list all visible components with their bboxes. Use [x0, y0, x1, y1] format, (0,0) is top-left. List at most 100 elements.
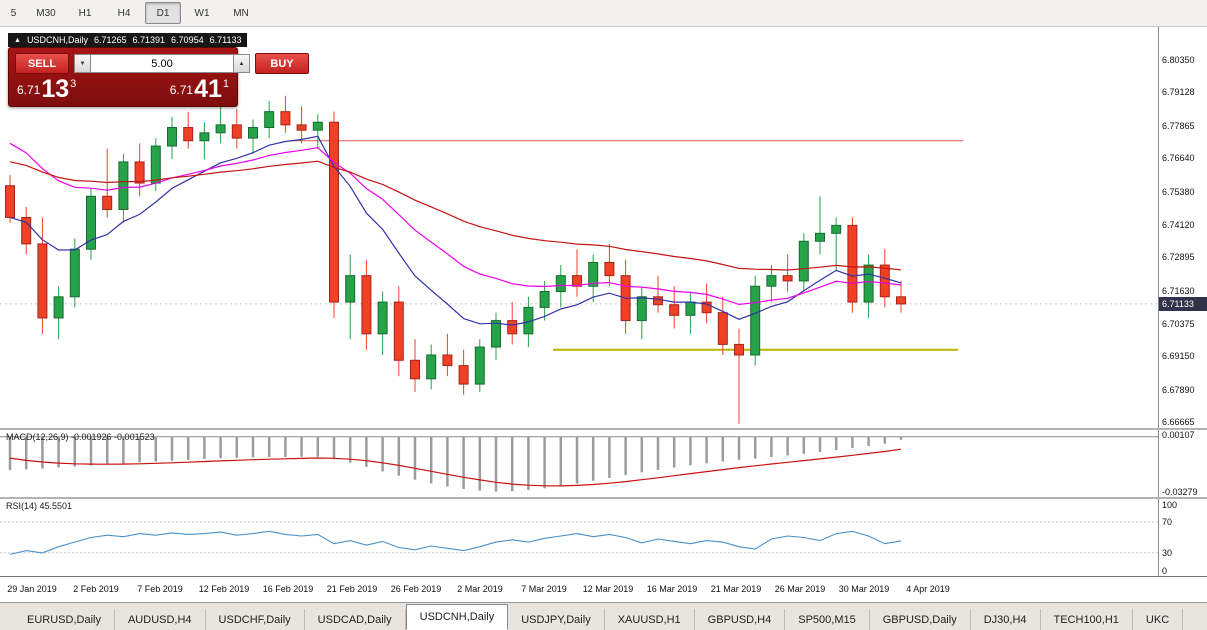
bid-price: 6.71 13 3	[17, 75, 77, 103]
candles-layer	[5, 95, 906, 424]
macd-axis-label: -0.03279	[1162, 486, 1198, 497]
ohlc-low: 6.70954	[171, 35, 204, 45]
tab-eurusd-daily[interactable]: EURUSD,Daily	[14, 609, 115, 630]
macd-axis: 0.00107 -0.03279	[1158, 430, 1207, 497]
panel-divider[interactable]	[0, 428, 1207, 430]
tab-gbpusd-daily[interactable]: GBPUSD,Daily	[870, 609, 971, 630]
chart-header: ▲ USDCNH,Daily 6.71265 6.71391 6.70954 6…	[8, 33, 248, 47]
buy-button[interactable]: BUY	[255, 53, 309, 74]
time-axis-label: 29 Jan 2019	[7, 584, 57, 594]
main-chart-area[interactable]: ▲ USDCNH,Daily 6.71265 6.71391 6.70954 6…	[0, 27, 1158, 428]
time-axis-label: 26 Mar 2019	[774, 584, 826, 594]
macd-signal-line	[9, 448, 902, 487]
rsi-chart	[0, 521, 1158, 555]
volume-input[interactable]	[91, 54, 233, 73]
ma-45-line	[9, 160, 902, 271]
timeframe-mn[interactable]: MN	[233, 7, 249, 19]
ask-price-prefix: 6.71	[169, 83, 194, 97]
ask-price-point: 1	[222, 78, 229, 90]
price-axis-label: 6.77865	[1162, 120, 1195, 131]
macd-panel[interactable]: MACD(12,26,9) -0.001926 -0.001523	[0, 430, 1158, 497]
candlestick-chart[interactable]	[0, 27, 1158, 428]
volume-increase-button[interactable]: ▲	[233, 54, 250, 73]
tab-xauusd-h1[interactable]: XAUUSD,H1	[605, 609, 695, 630]
timeframe-toolbar: 5 M30 H1 H4 D1 W1 MN	[0, 0, 1207, 27]
tab-usdchf-daily[interactable]: USDCHF,Daily	[206, 609, 305, 630]
timeframe-m30[interactable]: M30	[36, 7, 56, 19]
bid-price-big-digits: 13	[41, 75, 70, 103]
panel-divider[interactable]	[0, 497, 1207, 499]
tab-usdcnh-daily[interactable]: USDCNH,Daily	[405, 604, 509, 630]
price-axis-label: 6.79128	[1162, 87, 1195, 98]
price-axis-label: 6.67890	[1162, 384, 1195, 395]
time-axis-label: 4 Apr 2019	[906, 584, 950, 594]
price-axis-label: 6.74120	[1162, 219, 1195, 230]
time-axis-label: 7 Feb 2019	[137, 584, 183, 594]
macd-histogram	[8, 436, 903, 492]
one-click-trade-panel: SELL ▼ ▲ BUY 6.71 13 3 6.71 41 1	[8, 47, 309, 107]
tab-usdjpy-daily[interactable]: USDJPY,Daily	[508, 609, 605, 630]
rsi-axis-label: 30	[1162, 547, 1173, 558]
tab-sp500-m15[interactable]: SP500,M15	[785, 609, 870, 630]
price-axis-label: 6.69150	[1162, 351, 1195, 362]
time-axis-label: 2 Feb 2019	[73, 584, 119, 594]
volume-decrease-button[interactable]: ▼	[74, 54, 91, 73]
tab-dj30-h4[interactable]: DJ30,H4	[971, 609, 1041, 630]
time-axis-label: 26 Feb 2019	[390, 584, 442, 594]
macd-chart	[0, 436, 1158, 492]
rsi-axis: 100 70 30 0	[1158, 499, 1207, 576]
rsi-axis-label: 70	[1162, 517, 1173, 528]
rsi-axis-label: 0	[1162, 566, 1168, 576]
time-axis-label: 21 Mar 2019	[710, 584, 762, 594]
price-axis-label: 6.72895	[1162, 252, 1195, 263]
time-axis-label: 21 Feb 2019	[326, 584, 378, 594]
timeframe-w1[interactable]: W1	[194, 7, 210, 19]
bid-price-prefix: 6.71	[17, 83, 41, 97]
moving-averages-layer	[9, 135, 902, 326]
rsi-line	[9, 530, 902, 555]
tab-audusd-h4[interactable]: AUDUSD,H4	[115, 609, 206, 630]
macd-label: MACD(12,26,9) -0.001926 -0.001523	[6, 432, 155, 442]
time-axis-label: 16 Mar 2019	[646, 584, 698, 594]
rsi-label: RSI(14) 45.5501	[6, 501, 73, 511]
time-axis-label: 7 Mar 2019	[521, 584, 567, 594]
horizontal-lines	[0, 140, 1158, 351]
time-axis[interactable]: 29 Jan 2019 2 Feb 2019 7 Feb 2019 12 Feb 20…	[0, 576, 1207, 603]
price-axis-label: 6.66665	[1162, 417, 1195, 428]
sell-button[interactable]: SELL	[15, 53, 69, 74]
price-axis-label: 6.75380	[1162, 186, 1195, 197]
macd-axis-label: 0.00107	[1162, 430, 1195, 440]
time-axis-label: 12 Feb 2019	[198, 584, 250, 594]
tab-gbpusd-h4[interactable]: GBPUSD,H4	[695, 609, 786, 630]
price-axis-label: 6.80350	[1162, 55, 1195, 66]
chart-tabs-bar: EURUSD,Daily AUDUSD,H4 USDCHF,Daily USDCAD,…	[0, 602, 1207, 630]
ask-price: 6.71 41 1	[169, 75, 229, 103]
time-axis-label: 16 Feb 2019	[262, 584, 314, 594]
chart-symbol-label: USDCNH,Daily	[26, 35, 88, 45]
current-price-badge: 6.71133	[1159, 296, 1207, 311]
price-axis-label: 6.71630	[1162, 285, 1195, 296]
time-axis-label: 30 Mar 2019	[838, 584, 890, 594]
time-axis-label: 2 Mar 2019	[457, 584, 503, 594]
rsi-panel[interactable]: RSI(14) 45.5501	[0, 499, 1158, 576]
tab-ukc[interactable]: UKC	[1133, 609, 1184, 630]
ohlc-open: 6.71265	[93, 35, 127, 45]
ma-20-line	[9, 142, 902, 306]
collapse-panel-icon[interactable]: ▲	[14, 36, 21, 44]
timeframe-h1[interactable]: H1	[78, 7, 92, 19]
price-axis-label: 6.76640	[1162, 153, 1195, 164]
timeframe-5[interactable]: 5	[10, 7, 17, 19]
price-axis[interactable]: 6.71133 6.80350 6.79128 6.77865 6.76640 6.75…	[1158, 27, 1207, 428]
ohlc-close: 6.71133	[209, 35, 242, 45]
ask-price-big-digits: 41	[194, 75, 222, 103]
timeframe-d1[interactable]: D1	[145, 2, 181, 24]
timeframe-h4[interactable]: H4	[117, 7, 131, 19]
ma-10-line	[9, 135, 902, 326]
rsi-axis-label: 100	[1162, 500, 1178, 510]
bid-price-point: 3	[70, 78, 77, 90]
price-axis-label: 6.70375	[1162, 318, 1195, 329]
tab-usdcad-daily[interactable]: USDCAD,Daily	[305, 609, 406, 630]
tab-tech100-h1[interactable]: TECH100,H1	[1041, 609, 1133, 630]
time-axis-label: 12 Mar 2019	[582, 584, 634, 594]
